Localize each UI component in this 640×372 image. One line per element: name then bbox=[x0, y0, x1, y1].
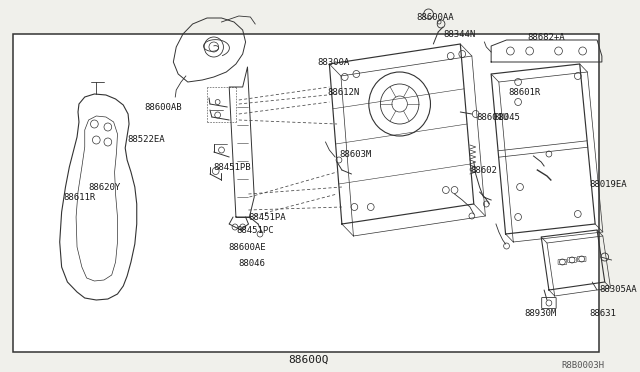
Text: 88600Q: 88600Q bbox=[288, 355, 328, 365]
Text: R8B0003H: R8B0003H bbox=[562, 362, 605, 371]
Text: 88600AA: 88600AA bbox=[416, 13, 454, 22]
Text: 88601U: 88601U bbox=[477, 112, 509, 122]
Text: 88019EA: 88019EA bbox=[589, 180, 627, 189]
Text: 88451PB: 88451PB bbox=[214, 163, 252, 171]
Bar bbox=[13, 34, 599, 352]
Text: 88300A: 88300A bbox=[318, 58, 350, 67]
Text: 88344N: 88344N bbox=[443, 29, 476, 38]
Text: 88603M: 88603M bbox=[339, 150, 371, 158]
Text: 88930M: 88930M bbox=[525, 310, 557, 318]
Text: 88631: 88631 bbox=[589, 310, 616, 318]
Text: 88682+A: 88682+A bbox=[528, 32, 565, 42]
Text: 88612N: 88612N bbox=[328, 87, 360, 96]
Text: 88451PA: 88451PA bbox=[248, 212, 286, 221]
Text: 88611R: 88611R bbox=[63, 192, 96, 202]
Text: 88046: 88046 bbox=[239, 260, 266, 269]
Text: 88451PC: 88451PC bbox=[236, 225, 273, 234]
Text: 88522EA: 88522EA bbox=[127, 135, 164, 144]
Text: 88045: 88045 bbox=[493, 112, 520, 122]
Text: 88602: 88602 bbox=[470, 166, 497, 174]
Text: 88600AB: 88600AB bbox=[145, 103, 182, 112]
Text: 88601R: 88601R bbox=[508, 87, 541, 96]
Text: 88620Y: 88620Y bbox=[88, 183, 121, 192]
Text: 88600AE: 88600AE bbox=[228, 243, 266, 251]
Text: 88305AA: 88305AA bbox=[599, 285, 637, 295]
